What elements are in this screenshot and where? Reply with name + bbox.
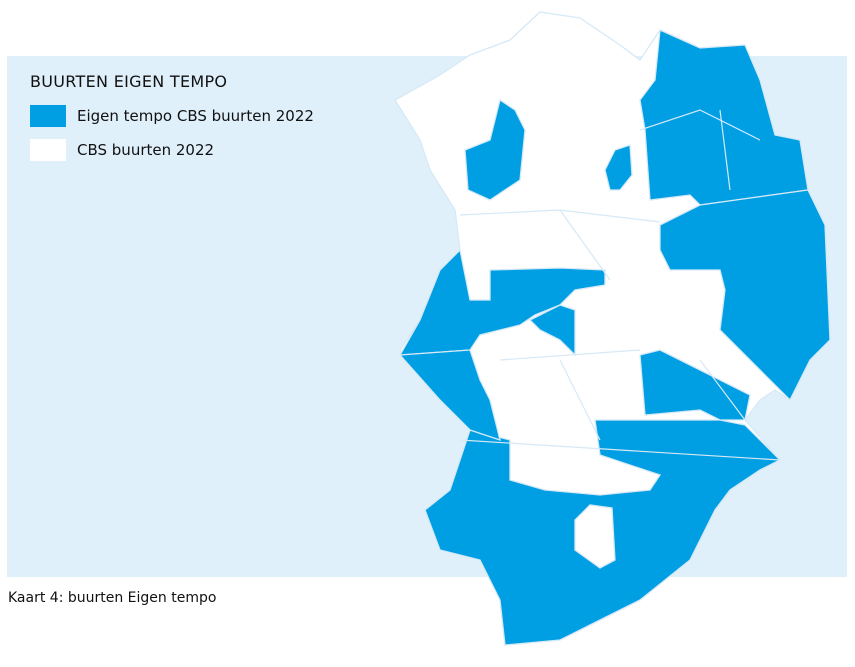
legend-swatch-blue: [30, 105, 66, 127]
legend-title: BUURTEN EIGEN TEMPO: [30, 72, 228, 91]
legend-swatch-white: [30, 139, 66, 161]
neighbourhood-eigen-tempo: [659, 189, 831, 402]
legend-item-cbs-buurten: CBS buurten 2022: [30, 139, 314, 161]
neighbourhood-border: [499, 349, 641, 361]
neighbourhood-eigen-tempo: [604, 144, 633, 191]
legend: BUURTEN EIGEN TEMPO Eigen tempo CBS buur…: [30, 72, 314, 173]
neighbourhood-border: [559, 209, 611, 281]
neighbourhood-cbs: [574, 504, 616, 569]
legend-label: Eigen tempo CBS buurten 2022: [77, 107, 314, 125]
neighbourhood-eigen-tempo: [464, 98, 526, 201]
neighbourhood-border: [459, 439, 781, 461]
legend-label: CBS buurten 2022: [77, 141, 215, 159]
neighbourhood-border: [699, 359, 746, 421]
neighbourhood-border: [719, 109, 731, 191]
neighbourhood-border: [559, 359, 601, 441]
map-caption: Kaart 4: buurten Eigen tempo: [8, 590, 217, 606]
neighbourhood-border: [639, 109, 761, 141]
neighbourhood-eigen-tempo: [639, 29, 809, 206]
legend-item-eigen-tempo: Eigen tempo CBS buurten 2022: [30, 105, 314, 127]
neighbourhood-eigen-tempo: [398, 349, 501, 441]
